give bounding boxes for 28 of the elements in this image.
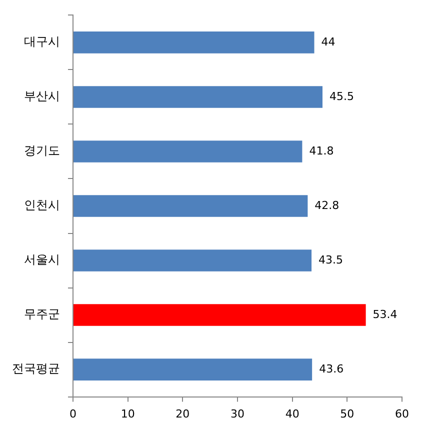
y-tick-label: 인천시 <box>24 198 60 212</box>
bar <box>74 140 302 162</box>
y-tick-label: 경기도 <box>24 144 60 158</box>
data-label: 44 <box>321 35 336 48</box>
data-label: 41.8 <box>309 144 334 158</box>
y-tick-label: 서울시 <box>24 252 60 267</box>
x-tick-label: 40 <box>285 407 300 420</box>
bar <box>74 195 308 217</box>
y-tick-label: 전국평균 <box>12 362 60 376</box>
y-tick-label: 부산시 <box>24 89 60 104</box>
bar <box>74 250 312 272</box>
data-label: 42.8 <box>314 198 340 212</box>
bar <box>74 86 322 108</box>
x-tick-label: 10 <box>120 407 135 420</box>
bar <box>74 358 312 380</box>
bar <box>74 32 314 54</box>
y-tick-label: 무주군 <box>24 307 60 322</box>
x-tick-label: 60 <box>395 407 409 420</box>
data-label: 43.6 <box>319 362 344 376</box>
data-label: 53.4 <box>372 308 398 321</box>
y-tick-label: 대구시 <box>24 34 60 49</box>
x-tick-label: 50 <box>340 407 354 420</box>
bar <box>74 304 366 326</box>
x-tick-label: 20 <box>176 407 190 420</box>
data-label: 43.5 <box>318 253 344 266</box>
x-tick-label: 0 <box>70 407 76 420</box>
x-tick-label: 30 <box>230 407 244 420</box>
data-label: 45.5 <box>329 90 354 103</box>
